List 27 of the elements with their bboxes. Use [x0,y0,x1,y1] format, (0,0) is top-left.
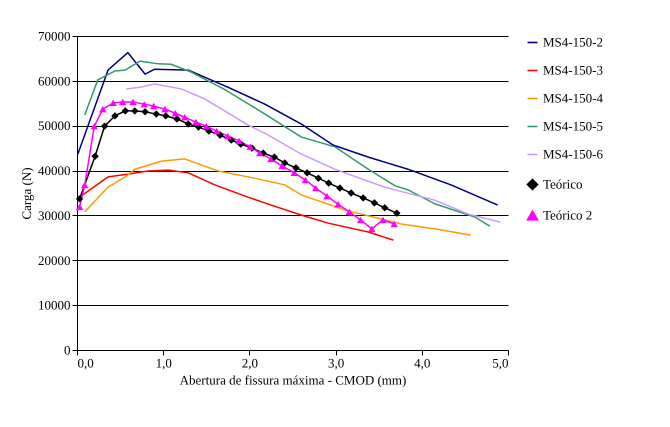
x-tick-label: 5,0 [492,356,508,370]
line-series [84,60,491,227]
y-tick-label: 0 [64,342,70,358]
legend-label: MS4-150-5 [543,118,603,134]
legend-label: Teórico 2 [543,208,592,222]
legend-label: MS4-150-2 [543,34,603,50]
y-tick-label: 40000 [38,163,70,178]
x-axis-title: Abertura de fissura máxima - CMOD (mm) [180,372,406,388]
y-tick-label: 10000 [38,298,70,313]
legend-label: Teórico [543,176,583,192]
x-tick-label: 2,0 [242,356,258,370]
line-series [125,83,501,223]
line-series [84,158,472,236]
y-tick-label: 50000 [38,118,70,134]
legend-label: MS4-150-3 [543,62,603,78]
legend-label: MS4-150-4 [543,90,604,106]
line-series [77,52,498,206]
x-tick-label: 3,0 [328,356,344,370]
y-axis-title: Carga (N) [19,167,34,220]
y-tick-label: 70000 [38,28,70,44]
x-tick-label: 1,0 [156,356,172,370]
y-tick-label: 30000 [38,208,70,223]
y-tick-label: 20000 [38,252,70,268]
x-tick-label: 0,0 [78,356,94,370]
legend-label: MS4-150-6 [543,146,604,162]
x-tick-label: 4,0 [414,356,430,370]
y-tick-label: 60000 [38,73,70,88]
